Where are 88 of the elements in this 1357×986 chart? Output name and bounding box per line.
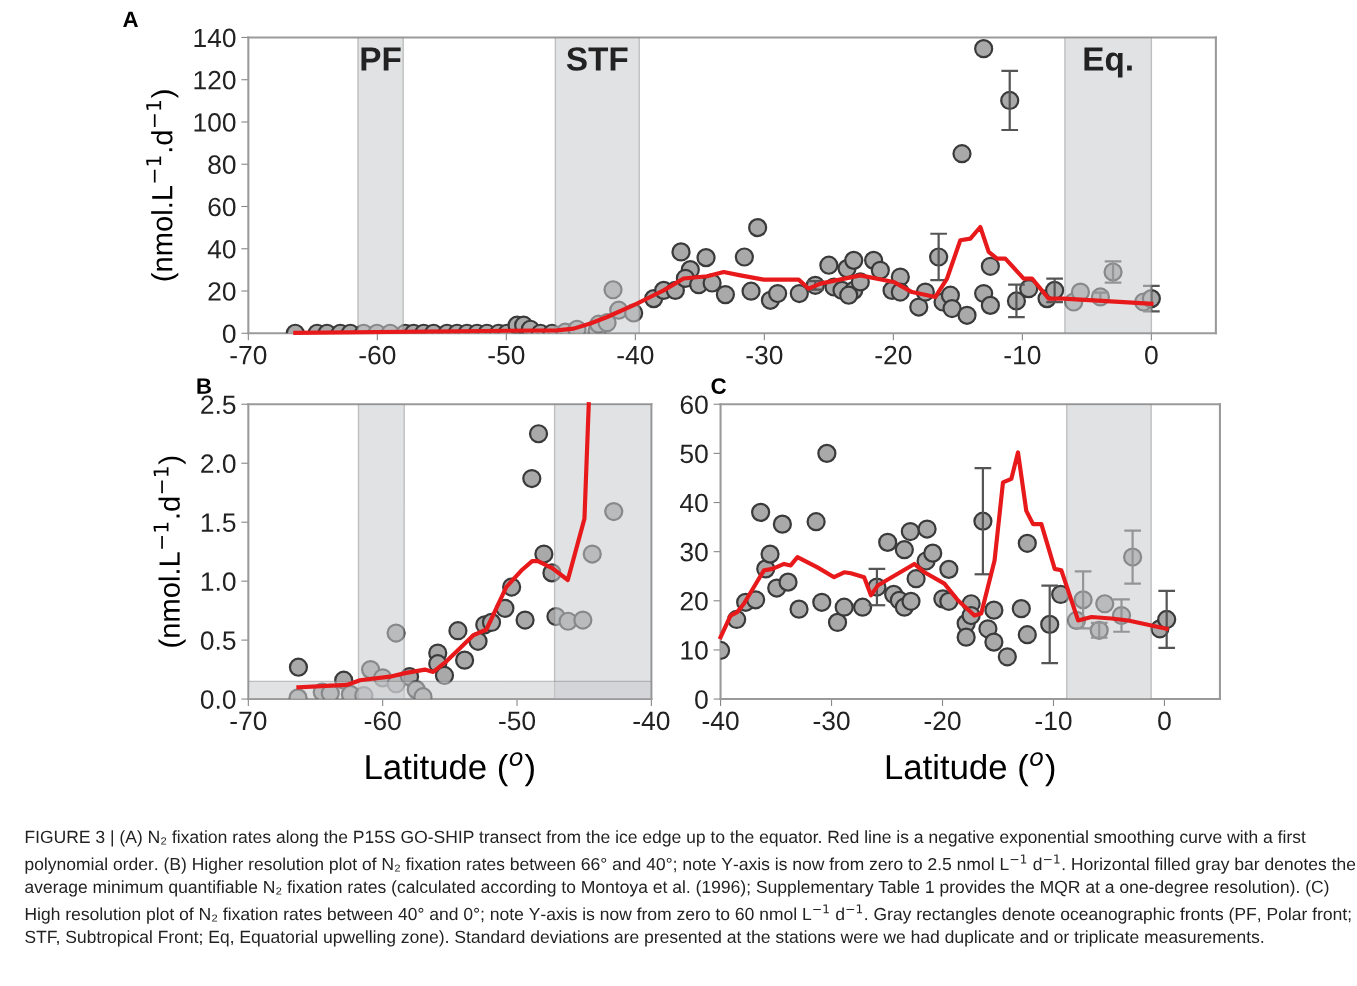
point <box>522 468 542 489</box>
point <box>827 612 848 633</box>
x-tick-label: -30 <box>813 711 850 731</box>
point <box>528 424 549 444</box>
y-tick-label: 140 <box>194 28 236 48</box>
x-tick-label: -40 <box>633 711 670 731</box>
point <box>834 597 854 617</box>
band-label: PF <box>361 47 401 71</box>
point <box>923 543 943 563</box>
point <box>760 544 780 564</box>
y-tick-label: 10 <box>681 641 708 660</box>
point <box>1017 625 1037 645</box>
point <box>906 569 926 589</box>
point <box>434 665 455 686</box>
x-tick-label: -50 <box>488 345 525 365</box>
y-tick-label: 60 <box>680 395 708 415</box>
y-tick-label: 2.5 <box>201 395 236 415</box>
y-tick-label: 60 <box>208 197 236 217</box>
point <box>534 544 554 564</box>
chart-title: A <box>123 11 139 27</box>
y-axis-title: (nmol.L$^{−1}$.d$^{−1}$) <box>153 456 186 647</box>
y-tick-label: 1.0 <box>201 572 236 591</box>
x-tick-label: -10 <box>1004 345 1041 365</box>
y-tick-label: 40 <box>207 239 236 259</box>
x-tick-label: -40 <box>617 345 654 365</box>
point <box>772 514 792 534</box>
point <box>448 621 468 641</box>
point <box>573 610 593 630</box>
x-tick-label: -60 <box>359 345 396 365</box>
x-tick-label: -50 <box>499 711 536 731</box>
point <box>894 540 914 560</box>
x-axis-title: Latitude ($^{o}$) <box>366 752 534 787</box>
point <box>939 559 959 579</box>
y-tick-label: 2.0 <box>201 454 236 474</box>
point <box>812 592 832 612</box>
x-tick-label: 0 <box>1145 345 1158 365</box>
point <box>956 627 976 647</box>
point <box>582 544 602 564</box>
y-tick-label: 40 <box>680 493 708 513</box>
text: FIGURE 3 | (A) N₂ fixation rates along the P15S GO-SHIP transect from the ice edge up to the equator. Red line is a negative exponential smoothing curve with a first polynomial order. (B) Higher resolution plot of N₂ fixation rates between 66° and 40°; note Y-axis is now from zero to 2.5 nmol L$^{−1}$ d$^{−1}$. Horizontal filled gray bar denotes the average minimum quantifiable N₂ fixation rates (calculated according to Montoya et al. (1996); Supplementary Table 1 provides the MQR at a one-degree resolution). (C) High resolution plot of N₂ fixation rates between 40° and 0°; note Y-axis is now from zero to 60 nmol L$^{−1}$ d$^{−1}$. Gray rectangles denote oceanographic fronts (PF, Polar front; STF, Subtropical Front; Eq, Equatorial upwelling zone). Standard deviations are presented at the stations were we had duplicate and or triplicate measurements. <box>25 830 1356 947</box>
y-tick-label: 0 <box>222 324 236 344</box>
point <box>751 502 771 522</box>
chart-title: C <box>711 378 727 394</box>
x-tick-label: -60 <box>364 711 401 731</box>
point <box>984 600 1004 620</box>
x-axis-title: Latitude ($^{o}$) <box>886 752 1055 787</box>
y-tick-label: 20 <box>208 282 236 301</box>
y-axis-title: (nmol.L$^{−1}$.d$^{−1}$) <box>146 90 179 281</box>
y-tick-label: 1.5 <box>201 513 236 533</box>
x-tick-label: -70 <box>230 711 267 731</box>
x-tick-label: 0 <box>1158 711 1171 731</box>
chart-title: B <box>197 378 211 394</box>
point <box>817 443 837 464</box>
y-tick-label: 20 <box>680 591 708 611</box>
point <box>288 657 309 677</box>
y-tick-label: 100 <box>194 113 236 132</box>
band-label: STF <box>566 47 628 71</box>
point <box>984 632 1004 652</box>
x-tick-label: -40 <box>702 711 739 731</box>
point <box>778 572 798 592</box>
x-tick-label: -20 <box>875 345 912 365</box>
point <box>1011 599 1031 619</box>
y-tick-label: 30 <box>680 542 708 562</box>
y-tick-label: 120 <box>194 70 236 90</box>
point <box>455 650 475 670</box>
x-tick-label: -10 <box>1035 711 1072 731</box>
point <box>806 512 826 532</box>
y-tick-label: 0 <box>695 690 708 709</box>
y-tick-label: 80 <box>208 155 236 175</box>
point <box>901 591 921 611</box>
y-tick-label: 0.5 <box>200 631 236 650</box>
point <box>604 501 624 522</box>
y-tick-label: 0.0 <box>200 690 236 709</box>
point <box>386 623 406 643</box>
point <box>1017 533 1037 553</box>
point <box>1095 594 1115 614</box>
point <box>997 647 1017 667</box>
x-tick-label: -30 <box>746 345 783 365</box>
point <box>900 521 920 542</box>
band-label: Eq. <box>1084 47 1132 78</box>
y-tick-label: 50 <box>680 444 708 464</box>
x-tick-label: -20 <box>924 711 961 731</box>
point <box>515 610 535 630</box>
point <box>853 597 873 617</box>
x-tick-label: -70 <box>230 345 267 365</box>
point <box>789 599 809 619</box>
point <box>917 519 937 539</box>
point <box>878 532 898 552</box>
